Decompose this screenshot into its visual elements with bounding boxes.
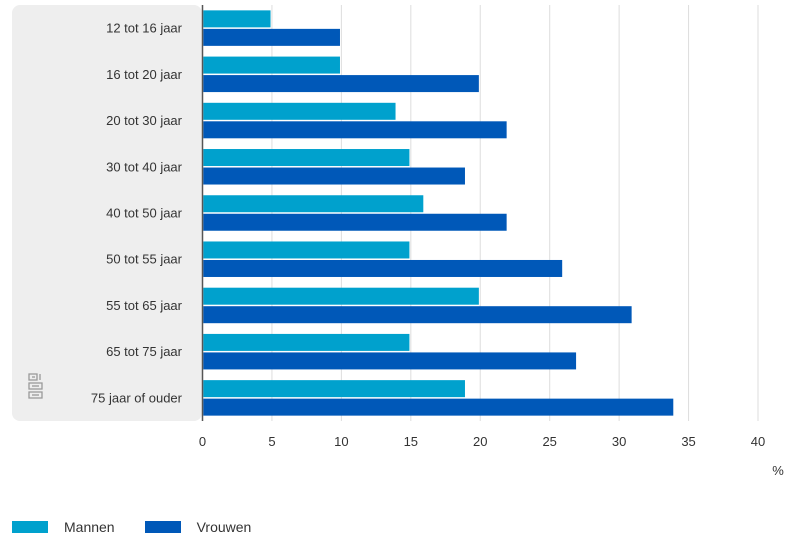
legend: Mannen Vrouwen [12, 519, 281, 535]
bar-mannen [203, 195, 424, 213]
bar-vrouwen [203, 398, 674, 416]
bars [203, 10, 674, 416]
x-tick-label: 20 [473, 434, 487, 449]
category-label: 50 tot 55 jaar [106, 252, 183, 267]
category-label: 75 jaar of ouder [91, 390, 183, 405]
bar-mannen [203, 241, 410, 259]
bar-mannen [203, 102, 396, 120]
category-label: 40 tot 50 jaar [106, 206, 183, 221]
legend-item-mannen: Mannen [12, 519, 115, 535]
x-tick-label: 25 [542, 434, 556, 449]
legend-swatch-mannen [12, 521, 48, 533]
category-label: 12 tot 16 jaar [106, 21, 183, 36]
bar-vrouwen [203, 306, 632, 324]
unit-label: % [772, 463, 784, 478]
category-label: 55 tot 65 jaar [106, 298, 183, 313]
x-tick-label: 10 [334, 434, 348, 449]
cbs-logo-icon [28, 373, 43, 399]
category-label: 20 tot 30 jaar [106, 113, 183, 128]
bar-vrouwen [203, 121, 507, 139]
x-tick-label: 35 [681, 434, 695, 449]
x-tick-label: 40 [751, 434, 765, 449]
bar-vrouwen [203, 259, 563, 277]
bar-mannen [203, 333, 410, 351]
category-label: 16 tot 20 jaar [106, 67, 183, 82]
bar-vrouwen [203, 213, 507, 231]
bar-mannen [203, 149, 410, 167]
bar-mannen [203, 287, 479, 305]
bar-vrouwen [203, 167, 465, 185]
legend-swatch-vrouwen [144, 521, 181, 533]
bar-mannen [203, 10, 271, 28]
legend-item-vrouwen: Vrouwen [144, 519, 252, 535]
grid-lines [271, 5, 759, 421]
category-label: 65 tot 75 jaar [106, 344, 183, 359]
x-tick-label: 5 [268, 434, 275, 449]
x-tick-label: 0 [199, 434, 206, 449]
bar-vrouwen [203, 352, 577, 370]
bar-vrouwen [203, 75, 479, 93]
category-labels: 12 tot 16 jaar 16 tot 20 jaar 20 tot 30 ja… [91, 21, 183, 406]
x-tick-labels: 0 5 10 15 20 25 30 35 40 [199, 434, 765, 449]
bar-vrouwen [203, 28, 340, 46]
bar-mannen [203, 380, 465, 398]
x-tick-label: 30 [612, 434, 626, 449]
legend-label-mannen: Mannen [64, 519, 115, 535]
x-tick-label: 15 [404, 434, 418, 449]
category-label-panel [12, 5, 202, 421]
legend-label-vrouwen: Vrouwen [196, 519, 252, 535]
bar-mannen [203, 56, 340, 74]
category-label: 30 tot 40 jaar [106, 159, 183, 174]
